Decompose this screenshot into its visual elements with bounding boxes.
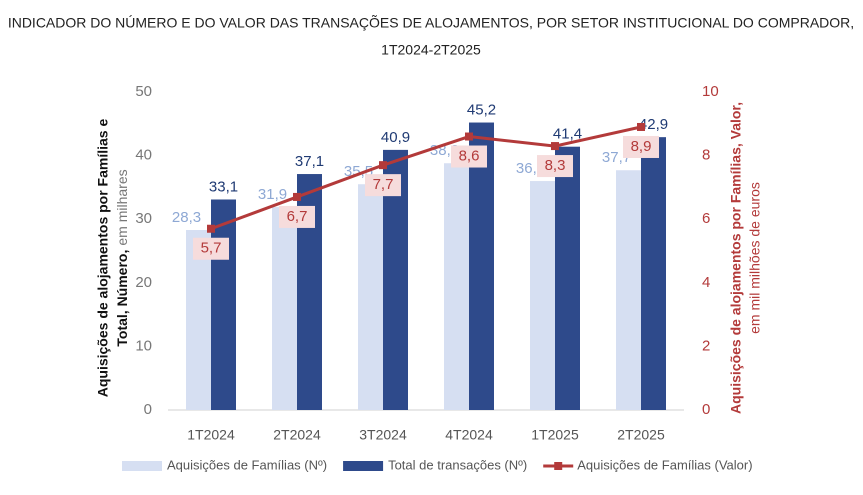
y-tick-label: 40 [135,147,152,164]
y2-axis-title-note: em mil milhões de euros [747,182,763,334]
label-box [537,155,573,178]
y-axis-title-note: em milhares [114,169,130,245]
line-marker [379,161,387,170]
y2-tick-label: 6 [702,210,710,227]
data-label: 7,7 [373,176,394,193]
y-tick-label: 20 [135,274,152,291]
label-box [365,174,401,197]
line-marker [465,132,473,141]
label-box [623,135,659,158]
line-marker [293,192,301,201]
bar [358,184,383,410]
data-label: 33,1 [209,178,238,195]
y-tick-label: 30 [135,210,152,227]
data-label: 40,9 [381,129,410,146]
y2-tick-label: 0 [702,401,710,418]
x-tick-label: 2T2025 [617,427,665,443]
chart-subtitle: 1T2024-2T2025 [381,42,481,58]
data-label: 31,9 [258,186,287,203]
y-axis-title-part: Total, Número, [114,250,130,347]
x-tick-label: 3T2024 [359,427,407,443]
y-tick-label: 50 [135,83,152,100]
bar [616,170,641,410]
legend-swatch [554,462,563,470]
y2-tick-label: 10 [702,83,719,100]
x-tick-label: 1T2025 [531,427,579,443]
y-axis-title: Aquisições de alojamentos por Famílias e… [95,119,130,398]
bar [641,137,666,410]
data-label: 5,7 [201,240,222,257]
x-tick-label: 2T2024 [273,427,321,443]
y2-axis-title-line: Aquisições de alojamentos por Famílias, … [728,102,744,414]
y-tick-label: 10 [135,337,152,354]
y2-tick-label: 4 [702,274,710,291]
data-label: 45,2 [467,101,496,118]
bar [272,207,297,410]
line [210,125,642,231]
y2-tick-label: 8 [702,147,710,164]
y-tick-label: 0 [144,401,152,418]
line-marker [551,142,559,151]
x-tick-label: 4T2024 [445,427,493,443]
legend-swatch [343,461,384,471]
y-axis-title-line: Total, Número, em milhares [114,169,130,346]
data-label: 6,7 [287,208,308,225]
line-marker [637,122,645,131]
data-label: 42,9 [639,116,668,133]
label-box [193,237,229,260]
data-label: 41,4 [553,126,582,143]
legend-swatch [122,461,162,471]
data-label: 8,6 [459,147,480,164]
x-tick-label: 1T2024 [187,427,235,443]
legend-label: Aquisições de Famílias (Nº) [167,457,327,472]
data-label: 37,1 [295,153,324,170]
legend-label: Aquisições de Famílias (Valor) [577,457,752,472]
y2-axis-title: Aquisições de alojamentos por Famílias, … [728,102,763,414]
y2-tick-label: 2 [702,337,710,354]
bar [530,181,555,410]
line-marker [207,224,215,233]
label-box [451,145,487,168]
legend-label: Total de transações (Nº) [388,457,527,472]
chart-title: INDICADOR DO NÚMERO E DO VALOR DAS TRANS… [8,15,854,31]
data-label: 8,9 [631,138,652,155]
label-box [279,205,315,228]
data-label: 8,3 [545,157,566,174]
bar [469,122,494,410]
bar [211,199,236,410]
bar [444,163,469,410]
y-axis-title-line: Aquisições de alojamentos por Famílias e [95,119,111,398]
bar [186,230,211,410]
bar [555,146,580,411]
data-label: 28,3 [172,209,201,226]
